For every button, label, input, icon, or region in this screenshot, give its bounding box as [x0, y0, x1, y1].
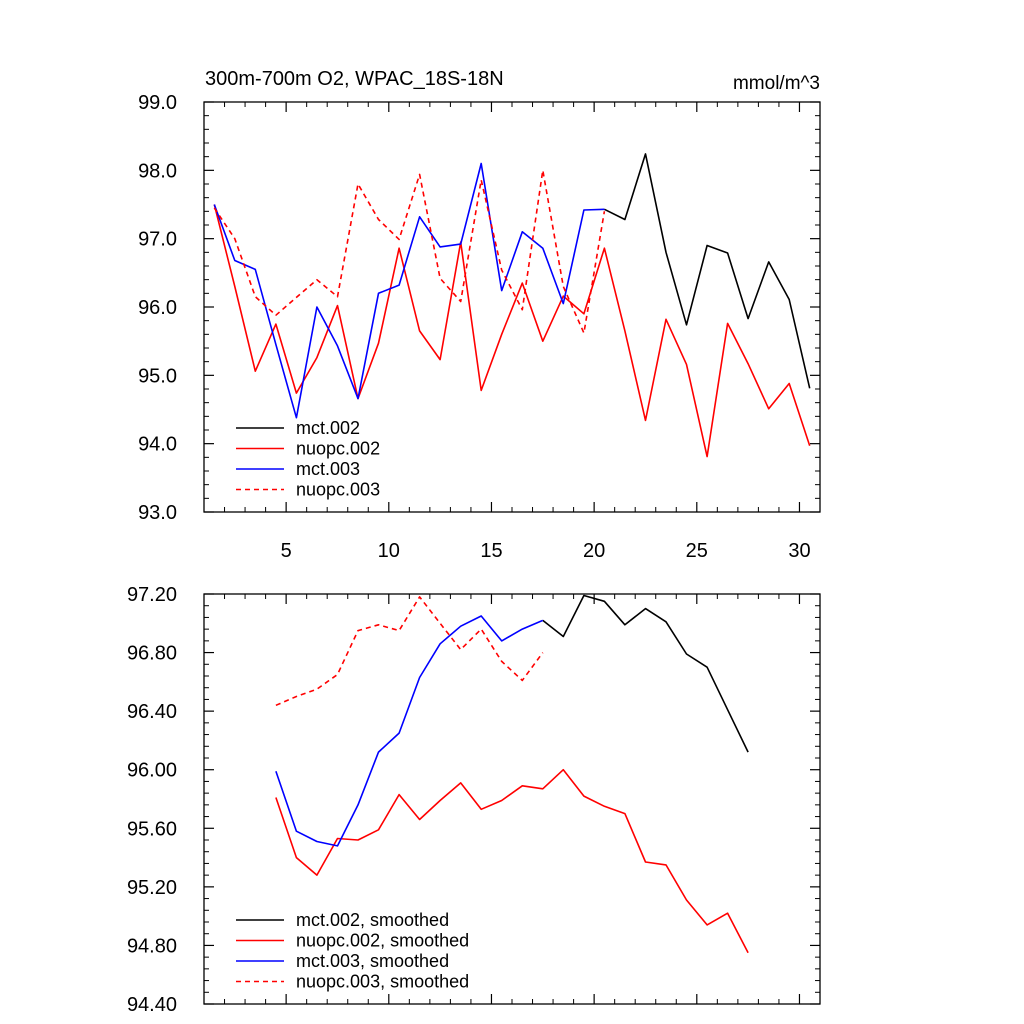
top-panel: 300m-700m O2, WPAC_18S-18N mmol/m^3 93.0… [138, 68, 821, 562]
y-tick-label: 94.80 [127, 935, 177, 957]
series-line-nuopc-002 [213, 204, 811, 458]
legend-label: nuopc.002 [296, 439, 380, 459]
legend-label: mct.002, smoothed [296, 910, 449, 930]
y-tick-label: 97.0 [138, 229, 177, 251]
x-tick-label: 5 [281, 540, 292, 562]
legend-label: mct.002 [296, 418, 360, 438]
y-tick-label: 95.0 [138, 365, 177, 387]
y-tick-label: 97.20 [127, 584, 177, 606]
x-tick-label: 15 [480, 540, 502, 562]
bottom-panel: 94.40 94.80 95.20 95.60 96.00 96.40 96.80 97.20… [127, 584, 821, 1016]
y-tick-label: 96.00 [127, 760, 177, 782]
legend-label: nuopc.003 [296, 480, 380, 500]
y-tick-label: 94.0 [138, 434, 177, 456]
series-line-mct-003-smoothed [275, 615, 544, 847]
y-tick-label: 98.0 [138, 160, 177, 182]
legend-label: mct.003, smoothed [296, 951, 449, 971]
top-panel-title: 300m-700m O2, WPAC_18S-18N [205, 68, 504, 90]
x-tick-label: 20 [583, 540, 605, 562]
series-line-nuopc-002-smoothed [275, 768, 749, 954]
x-tick-label: 25 [686, 540, 708, 562]
bottom-panel-frame [203, 593, 821, 1005]
series-line-mct-003 [213, 162, 605, 419]
y-tick-label: 93.0 [138, 502, 177, 524]
y-tick-label: 96.0 [138, 297, 177, 319]
y-tick-label: 95.20 [127, 877, 177, 899]
y-tick-label: 94.40 [127, 994, 177, 1016]
series-line-nuopc-003-smoothed [275, 596, 544, 707]
series-line-mct-002-smoothed [542, 594, 749, 753]
y-tick-label: 96.40 [127, 701, 177, 723]
legend-label: nuopc.002, smoothed [296, 931, 469, 951]
x-tick-label: 30 [788, 540, 810, 562]
legend-label: mct.003 [296, 459, 360, 479]
y-tick-label: 96.80 [127, 643, 177, 665]
legend-label: nuopc.003, smoothed [296, 972, 469, 992]
top-panel-frame [203, 101, 821, 513]
x-tick-label: 10 [378, 540, 400, 562]
top-panel-units: mmol/m^3 [733, 73, 820, 94]
y-tick-label: 95.60 [127, 818, 177, 840]
series-line-nuopc-003 [213, 169, 606, 334]
y-tick-label: 99.0 [138, 92, 177, 114]
series-line-mct-002 [604, 153, 811, 389]
